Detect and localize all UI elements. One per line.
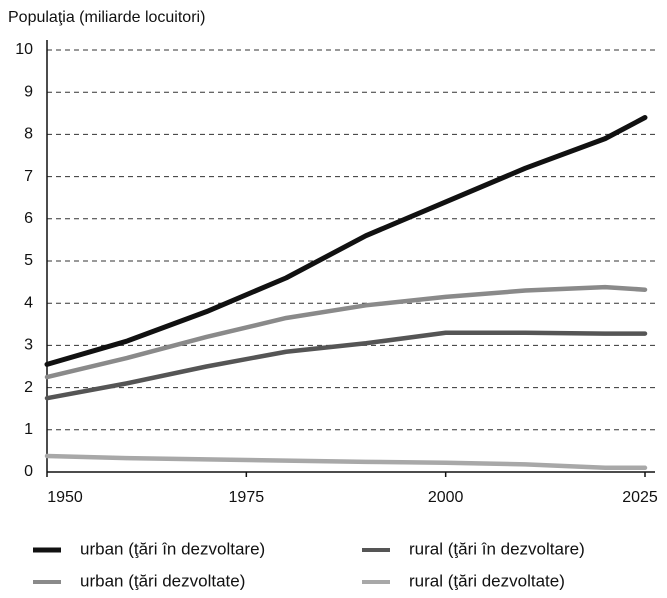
y-tick-label: 10 [15,41,33,58]
y-tick-label: 5 [24,252,33,269]
legend-label: urban (ţări în dezvoltare) [80,539,265,558]
x-tick-label: 1950 [47,489,83,506]
y-tick-label: 8 [24,126,33,143]
y-tick-label: 6 [24,210,33,227]
x-tick-label: 1975 [229,489,265,506]
y-tick-label: 4 [24,294,33,311]
y-tick-label: 0 [24,463,33,480]
y-tick-label: 2 [24,379,33,396]
legend-label: urban (ţări dezvoltate) [80,571,245,590]
series-line [44,284,648,380]
chart-title: Populaţia (miliarde locuitori) [8,9,205,26]
legend-label: rural (ţări în dezvoltare) [409,539,585,558]
series-line [44,453,648,471]
y-tick-label: 3 [24,337,33,354]
y-tick-label: 1 [24,421,33,438]
series-line [44,115,648,367]
x-tick-label: 2000 [428,489,464,506]
y-tick-label: 7 [24,168,33,185]
x-tick-label: 2025 [622,489,658,506]
series-line [44,330,648,401]
y-tick-label: 9 [24,83,33,100]
legend-label: rural (ţări dezvoltate) [409,571,565,590]
